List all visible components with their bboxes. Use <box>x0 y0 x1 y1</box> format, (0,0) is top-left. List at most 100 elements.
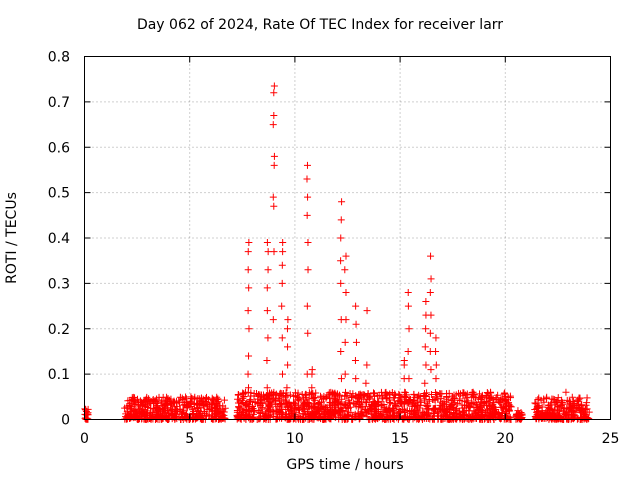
roti-spike-point <box>303 302 311 310</box>
roti-point <box>254 400 262 408</box>
roti-point <box>276 391 284 399</box>
roti-spike-point <box>352 393 360 401</box>
roti-point <box>374 398 382 406</box>
roti-spike-point <box>245 352 253 360</box>
roti-point <box>82 405 90 413</box>
roti-spike-point <box>404 302 412 310</box>
roti-point <box>205 405 213 413</box>
x-axis-label: GPS time / hours <box>286 457 404 473</box>
roti-spike-point <box>304 329 312 337</box>
roti-point <box>181 399 189 407</box>
roti-point <box>341 392 349 400</box>
roti-spike-point <box>270 152 278 160</box>
roti-point <box>154 402 162 410</box>
roti-spike-point <box>337 375 345 383</box>
roti-point <box>335 391 343 399</box>
roti-spike-point <box>304 266 312 274</box>
roti-point <box>173 399 181 407</box>
roti-point <box>542 395 550 403</box>
roti-point <box>441 400 449 408</box>
roti-point <box>435 407 443 415</box>
roti-spike-point <box>244 266 252 274</box>
roti-point <box>437 395 445 403</box>
roti-point <box>220 396 228 404</box>
roti-point <box>531 399 539 407</box>
axis-ticks: 0 5 10 15 20 25 0 0.1 0.2 0.3 0.4 0.5 0.6 0.7 0.8 <box>48 50 620 448</box>
roti-point <box>242 402 250 410</box>
roti-point <box>370 389 378 397</box>
roti-point <box>575 394 583 402</box>
roti-point <box>410 391 418 399</box>
roti-point <box>431 405 439 413</box>
roti-point <box>320 407 328 415</box>
roti-point <box>377 412 385 420</box>
roti-point <box>309 390 317 398</box>
roti-point <box>422 402 430 410</box>
roti-point <box>130 406 138 414</box>
data-points <box>81 82 593 423</box>
roti-spike-point <box>352 375 360 383</box>
roti-point <box>245 408 253 416</box>
roti-point <box>256 396 264 404</box>
roti-point <box>301 400 309 408</box>
roti-point <box>356 390 364 398</box>
roti-spike-point <box>270 202 278 210</box>
roti-spike-point <box>269 121 277 129</box>
roti-point <box>451 406 459 414</box>
roti-point <box>273 415 281 423</box>
roti-point <box>349 390 357 398</box>
roti-spike-point <box>337 257 345 265</box>
roti-point <box>370 411 378 419</box>
y-axis-label: ROTI / TECUs <box>4 192 20 284</box>
roti-point <box>263 405 271 413</box>
roti-point <box>503 399 511 407</box>
roti-point <box>354 410 362 418</box>
roti-point <box>545 402 553 410</box>
roti-point <box>299 395 307 403</box>
roti-point <box>202 395 210 403</box>
roti-point <box>578 407 586 415</box>
plot-border <box>84 56 611 420</box>
roti-spike-point <box>270 89 278 97</box>
roti-point <box>560 408 568 416</box>
roti-point <box>375 397 383 405</box>
roti-point <box>201 398 209 406</box>
roti-point <box>460 411 468 419</box>
roti-point <box>163 393 171 401</box>
roti-point <box>292 392 300 400</box>
roti-point <box>345 398 353 406</box>
roti-spike-point <box>363 307 371 315</box>
roti-point <box>408 402 416 410</box>
roti-spike-point <box>432 347 440 355</box>
roti-point <box>514 407 522 415</box>
roti-spike-point <box>270 111 278 119</box>
roti-point <box>568 393 576 401</box>
roti-point <box>311 402 319 410</box>
roti-point <box>139 402 147 410</box>
roti-point <box>448 397 456 405</box>
roti-point <box>254 391 262 399</box>
roti-point <box>386 412 394 420</box>
x-tick-label: 5 <box>185 431 194 447</box>
roti-spike-point <box>263 307 271 315</box>
roti-point <box>382 389 390 397</box>
roti-point <box>140 398 148 406</box>
roti-spike-point <box>308 384 316 392</box>
roti-spike-point <box>278 261 286 269</box>
y-tick-label: 0.7 <box>48 95 70 111</box>
roti-point <box>301 406 309 414</box>
roti-point <box>310 394 318 402</box>
roti-point <box>406 396 414 404</box>
roti-point <box>138 407 146 415</box>
roti-point <box>472 401 480 409</box>
roti-point <box>538 403 546 411</box>
roti-point <box>237 411 245 419</box>
roti-spike-point <box>283 325 291 333</box>
roti-spike-point <box>263 384 271 392</box>
roti-point <box>456 395 464 403</box>
roti-point <box>423 389 431 397</box>
roti-spike-point <box>426 329 434 337</box>
roti-point <box>240 393 248 401</box>
x-tick-label: 10 <box>286 431 304 447</box>
roti-point <box>330 409 338 417</box>
